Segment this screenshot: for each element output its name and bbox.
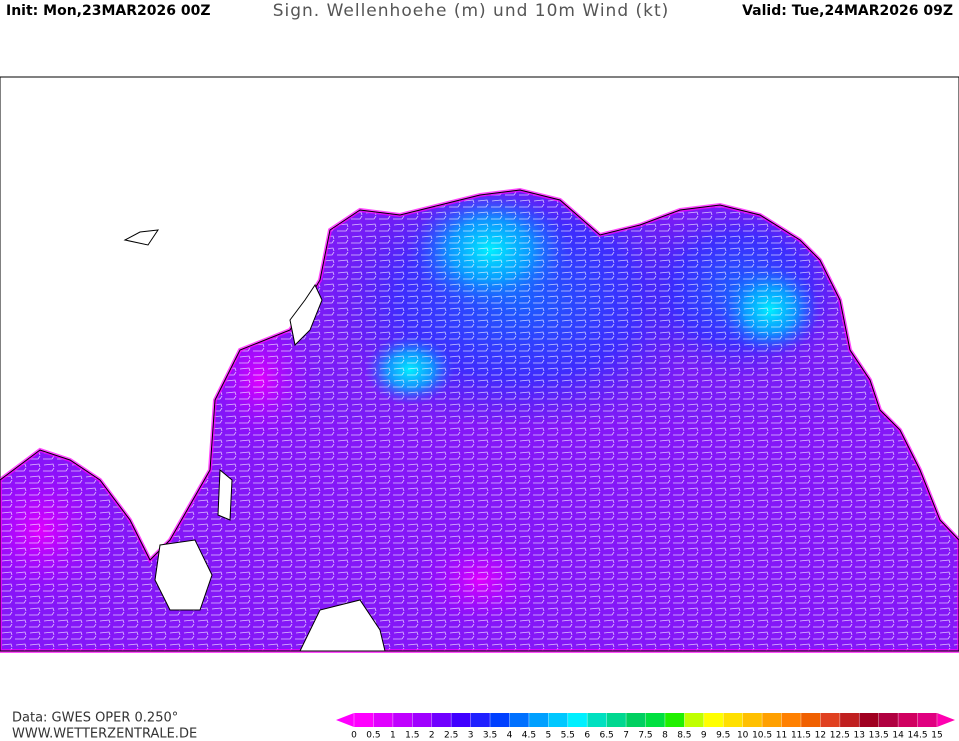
colorbar-segment (703, 713, 724, 727)
colorbar-segment (800, 713, 821, 727)
colorbar-over (937, 713, 955, 727)
colorbar-segment (626, 713, 646, 727)
borneo (154, 539, 213, 611)
colorbar-tick-label: 0.5 (366, 731, 380, 741)
colorbar-segment (898, 713, 919, 727)
colorbar-tick-label: 9.5 (716, 731, 730, 741)
colorbar-segment (528, 713, 549, 727)
colorbar-segment (781, 713, 802, 727)
colorbar-tick-label: 15 (931, 731, 942, 741)
colorbar-segment (742, 713, 763, 727)
colorbar-segment (684, 713, 705, 727)
colorbar-tick-label: 10 (737, 731, 749, 741)
japan (289, 283, 323, 347)
colorbar-segment (392, 713, 413, 727)
australia (299, 599, 386, 652)
colorbar-segment (820, 713, 841, 727)
colorbar-under (336, 713, 354, 727)
website: WWW.WETTERZENTRALE.DE (12, 727, 197, 741)
colorbar-tick-label: 4.5 (522, 731, 536, 741)
colorbar-segment (373, 713, 394, 727)
colorbar-tick-label: 1.5 (405, 731, 419, 741)
colorbar-tick-label: 14 (892, 731, 904, 741)
colorbar-segment (762, 713, 783, 727)
colorbar-tick-label: 13.5 (869, 731, 889, 741)
colorbar-segment (509, 713, 530, 727)
colorbar-tick-label: 7 (623, 731, 629, 741)
init-time: Init: Mon,23MAR2026 00Z (6, 3, 210, 19)
colorbar-tick-label: 8 (662, 731, 668, 741)
colorbar-tick-label: 14.5 (908, 731, 928, 741)
colorbar-segment (664, 713, 685, 727)
colorbar-segment (431, 713, 452, 727)
colorbar-tick-label: 5 (545, 731, 551, 741)
colorbar-segment (917, 713, 938, 727)
colorbar-segment (645, 713, 666, 727)
colorbar-tick-label: 12.5 (830, 731, 850, 741)
colorbar-tick-label: 6.5 (599, 731, 613, 741)
colorbar-tick-label: 9 (701, 731, 707, 741)
colorbar-segment (567, 713, 588, 727)
colorbar-segment (490, 713, 510, 727)
colorbar-segment (839, 713, 860, 727)
colorbar-segment (878, 713, 899, 727)
colorbar-segment (859, 713, 880, 727)
colorbar-tick-label: 4 (507, 731, 513, 741)
map (0, 76, 959, 653)
colorbar-segment (451, 713, 472, 727)
colorbar-tick-label: 3 (468, 731, 474, 741)
colorbar-tick-label: 5.5 (561, 731, 575, 741)
colorbar-tick-label: 11.5 (791, 731, 811, 741)
colorbar-tick-label: 6 (584, 731, 590, 741)
colorbar-segment (606, 713, 627, 727)
philippines (217, 468, 233, 521)
header: Init: Mon,23MAR2026 00Z Sign. Wellenhoeh… (6, 1, 953, 21)
colorbar-tick-label: 11 (776, 731, 787, 741)
colorbar-segment (412, 713, 433, 727)
colorbar-segment (354, 713, 374, 727)
colorbar-tick-label: 2.5 (444, 731, 458, 741)
colorbar-tick-label: 0 (351, 731, 357, 741)
map-title: Sign. Wellenhoehe (m) und 10m Wind (kt) (273, 1, 670, 21)
colorbar-tick-label: 1 (390, 731, 396, 741)
colorbar-tick-label: 12 (815, 731, 826, 741)
footer: Data: GWES OPER 0.250° WWW.WETTERZENTRAL… (12, 711, 197, 741)
colorbar-segment (470, 713, 491, 727)
data-source: Data: GWES OPER 0.250° (12, 711, 178, 726)
colorbar-tick-label: 3.5 (483, 731, 497, 741)
colorbar: 0 0.5 1 1.5 2 2.5 3 3.5 4 4.5 5 5.5 6 6.5 7 7.5 8 8.5 9 9.5… (336, 713, 955, 741)
colorbar-tick-label: 7.5 (638, 731, 652, 741)
lake (123, 229, 160, 246)
colorbar-segment (723, 713, 744, 727)
colorbar-segment (587, 713, 608, 727)
colorbar-segment (548, 713, 569, 727)
valid-time: Valid: Tue,24MAR2026 09Z (742, 3, 953, 19)
colorbar-tick-label: 2 (429, 731, 435, 741)
colorbar-tick-label: 10.5 (752, 731, 772, 741)
colorbar-tick-label: 13 (854, 731, 865, 741)
colorbar-tick-label: 8.5 (677, 731, 691, 741)
